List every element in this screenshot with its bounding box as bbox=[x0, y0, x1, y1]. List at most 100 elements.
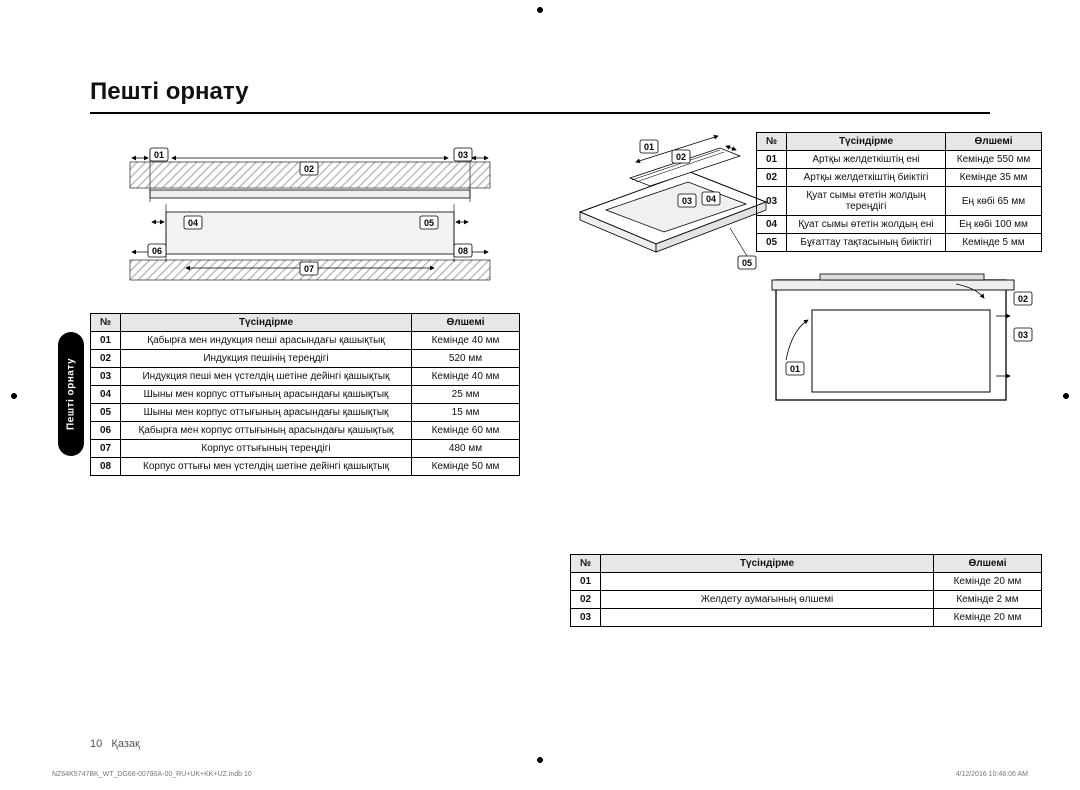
th-num: № bbox=[757, 133, 787, 151]
cell-val: Кемінде 550 мм bbox=[946, 151, 1042, 169]
svg-text:04: 04 bbox=[188, 218, 198, 228]
cell-num: 07 bbox=[91, 440, 121, 458]
cell-val: 480 мм bbox=[412, 440, 520, 458]
cell-val: Кемінде 20 мм bbox=[934, 573, 1042, 591]
cell-num: 02 bbox=[91, 350, 121, 368]
section-side-tab: Пешті орнату bbox=[58, 332, 84, 456]
cell-desc bbox=[601, 573, 934, 591]
svg-text:01: 01 bbox=[790, 364, 800, 374]
cell-val: 25 мм bbox=[412, 386, 520, 404]
cell-num: 03 bbox=[757, 187, 787, 216]
table-row: 01Қабырға мен индукция пеші арасындағы қ… bbox=[91, 332, 520, 350]
table-row: 08Корпус оттығы мен үстелдің шетіне дейі… bbox=[91, 458, 520, 476]
cell-num: 04 bbox=[91, 386, 121, 404]
th-val: Өлшемі bbox=[946, 133, 1042, 151]
cell-num: 02 bbox=[571, 591, 601, 609]
table-row: 02Артқы желдеткіштің биіктігіКемінде 35 … bbox=[757, 169, 1042, 187]
print-job-right: 4/12/2016 10:48:06 AM bbox=[956, 771, 1028, 778]
th-num: № bbox=[91, 314, 121, 332]
cell-desc: Қуат сымы өтетін жолдың ені bbox=[787, 216, 946, 234]
svg-text:03: 03 bbox=[682, 196, 692, 206]
table-row: 03Қуат сымы өтетін жолдың тереңдігіЕң кө… bbox=[757, 187, 1042, 216]
cell-val: Кемінде 5 мм bbox=[946, 234, 1042, 252]
table-row: 01Артқы желдеткіштің еніКемінде 550 мм bbox=[757, 151, 1042, 169]
cell-num: 04 bbox=[757, 216, 787, 234]
cell-num: 01 bbox=[91, 332, 121, 350]
cell-num: 02 bbox=[757, 169, 787, 187]
title-rule bbox=[90, 112, 990, 114]
table-row: 02Индукция пешінің тереңдігі520 мм bbox=[91, 350, 520, 368]
cell-num: 03 bbox=[571, 609, 601, 627]
table-row: 05Шыны мен корпус оттығының арасындағы қ… bbox=[91, 404, 520, 422]
cell-desc: Артқы желдеткіштің биіктігі bbox=[787, 169, 946, 187]
table-row: 07Корпус оттығының тереңдігі480 мм bbox=[91, 440, 520, 458]
cell-desc: Бұғаттау тақтасының биіктігі bbox=[787, 234, 946, 252]
table-dimensions-1: № Түсіндірме Өлшемі 01Қабырға мен индукц… bbox=[90, 313, 520, 476]
page-footer: 10 Қазақ bbox=[90, 738, 140, 750]
table-row: 04Шыны мен корпус оттығының арасындағы қ… bbox=[91, 386, 520, 404]
cell-val: Кемінде 20 мм bbox=[934, 609, 1042, 627]
cell-val: Ең көбі 100 мм bbox=[946, 216, 1042, 234]
table-row: 06Қабырға мен корпус оттығының арасындағ… bbox=[91, 422, 520, 440]
table-row: 02Желдету аумағының өлшеміКемінде 2 мм bbox=[571, 591, 1042, 609]
cell-desc: Корпус оттығы мен үстелдің шетіне дейінг… bbox=[121, 458, 412, 476]
cell-val: Кемінде 35 мм bbox=[946, 169, 1042, 187]
svg-text:02: 02 bbox=[1018, 294, 1028, 304]
diagram-isometric: 01 02 03 04 05 bbox=[570, 132, 770, 292]
table-dimensions-2: № Түсіндірме Өлшемі 01Артқы желдеткіштің… bbox=[756, 132, 1042, 252]
cell-desc: Қуат сымы өтетін жолдың тереңдігі bbox=[787, 187, 946, 216]
cell-desc: Корпус оттығының тереңдігі bbox=[121, 440, 412, 458]
page-language: Қазақ bbox=[111, 738, 139, 750]
th-val: Өлшемі bbox=[412, 314, 520, 332]
cell-desc: Желдету аумағының өлшемі bbox=[601, 591, 934, 609]
cell-num: 03 bbox=[91, 368, 121, 386]
cell-desc bbox=[601, 609, 934, 627]
svg-text:02: 02 bbox=[304, 164, 314, 174]
print-job-left: NZ64K5747BK_WT_DG68-00790A-00_RU+UK+KK+U… bbox=[52, 771, 252, 778]
svg-text:03: 03 bbox=[458, 150, 468, 160]
cell-num: 01 bbox=[757, 151, 787, 169]
cell-num: 05 bbox=[757, 234, 787, 252]
cell-desc: Артқы желдеткіштің ені bbox=[787, 151, 946, 169]
table-row: 03Индукция пеші мен үстелдің шетіне дейі… bbox=[91, 368, 520, 386]
svg-text:04: 04 bbox=[706, 194, 716, 204]
cell-val: Кемінде 50 мм bbox=[412, 458, 520, 476]
cell-desc: Шыны мен корпус оттығының арасындағы қаш… bbox=[121, 386, 412, 404]
svg-text:06: 06 bbox=[152, 246, 162, 256]
svg-text:05: 05 bbox=[424, 218, 434, 228]
cell-val: Кемінде 40 мм bbox=[412, 368, 520, 386]
table-row: 01Кемінде 20 мм bbox=[571, 573, 1042, 591]
cell-val: Кемінде 2 мм bbox=[934, 591, 1042, 609]
svg-text:01: 01 bbox=[644, 142, 654, 152]
svg-text:07: 07 bbox=[304, 264, 314, 274]
cell-desc: Шыны мен корпус оттығының арасындағы қаш… bbox=[121, 404, 412, 422]
content-area: Пешті орнату bbox=[90, 132, 990, 692]
cell-desc: Қабырға мен индукция пеші арасындағы қаш… bbox=[121, 332, 412, 350]
table-row: 05Бұғаттау тақтасының биіктігіКемінде 5 … bbox=[757, 234, 1042, 252]
svg-text:02: 02 bbox=[676, 152, 686, 162]
diagram-top-view: 01 02 03 04 05 06 07 08 bbox=[90, 132, 520, 302]
svg-text:08: 08 bbox=[458, 246, 468, 256]
page-title: Пешті орнату bbox=[90, 78, 1036, 106]
table-row: 03 Кемінде 20 мм bbox=[571, 609, 1042, 627]
th-val: Өлшемі bbox=[934, 555, 1042, 573]
cell-num: 06 bbox=[91, 422, 121, 440]
th-desc: Түсіндірме bbox=[121, 314, 412, 332]
svg-text:03: 03 bbox=[1018, 330, 1028, 340]
cell-val: 15 мм bbox=[412, 404, 520, 422]
diagram-side-section: 01 02 03 bbox=[756, 266, 1042, 416]
page-number: 10 bbox=[90, 738, 102, 750]
cell-desc: Қабырға мен корпус оттығының арасындағы … bbox=[121, 422, 412, 440]
cell-val: Кемінде 60 мм bbox=[412, 422, 520, 440]
cell-num: 05 bbox=[91, 404, 121, 422]
table-row: 04Қуат сымы өтетін жолдың еніЕң көбі 100… bbox=[757, 216, 1042, 234]
cell-val: Кемінде 40 мм bbox=[412, 332, 520, 350]
svg-text:01: 01 bbox=[154, 150, 164, 160]
th-desc: Түсіндірме bbox=[787, 133, 946, 151]
table-dimensions-3: № Түсіндірме Өлшемі 01Кемінде 20 мм02Жел… bbox=[570, 554, 1042, 627]
th-desc: Түсіндірме bbox=[601, 555, 934, 573]
th-num: № bbox=[571, 555, 601, 573]
cell-num: 08 bbox=[91, 458, 121, 476]
svg-text:05: 05 bbox=[742, 258, 752, 268]
cell-val: 520 мм bbox=[412, 350, 520, 368]
